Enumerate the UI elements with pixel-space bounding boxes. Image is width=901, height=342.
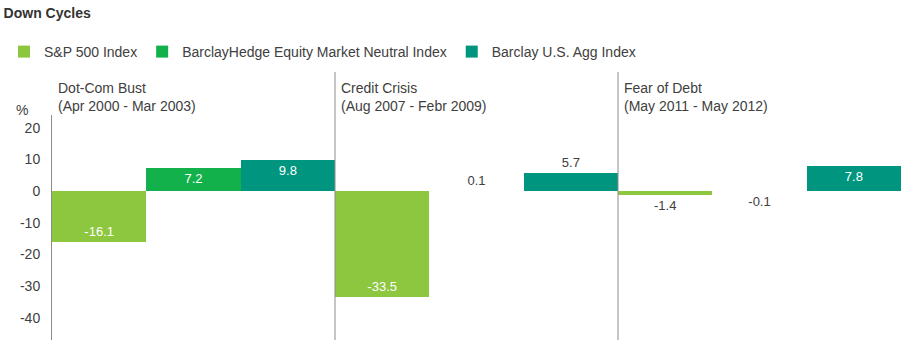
svg-text:Fear of Debt(May 2011 - May 20: Fear of Debt(May 2011 - May 2012) xyxy=(624,80,768,114)
svg-text:Dot-Com Bust(Apr 2000 - Mar 20: Dot-Com Bust(Apr 2000 - Mar 2003) xyxy=(58,80,196,114)
svg-text:-40: -40 xyxy=(20,310,40,326)
svg-text:Credit Crisis(Aug 2007 - Febr: Credit Crisis(Aug 2007 - Febr 2009) xyxy=(341,80,487,114)
svg-text:-16.1: -16.1 xyxy=(84,224,114,239)
svg-text:0.1: 0.1 xyxy=(467,173,485,188)
svg-text:0: 0 xyxy=(32,183,40,199)
svg-text:S&P 500 Index: S&P 500 Index xyxy=(44,44,137,60)
svg-text:Barclay U.S. Agg Index: Barclay U.S. Agg Index xyxy=(492,44,636,60)
svg-text:7.8: 7.8 xyxy=(845,169,863,184)
svg-text:%: % xyxy=(16,102,28,118)
svg-text:10: 10 xyxy=(25,151,41,167)
svg-text:-0.1: -0.1 xyxy=(748,194,770,209)
svg-text:-1.4: -1.4 xyxy=(654,198,676,213)
svg-text:-20: -20 xyxy=(20,246,40,262)
svg-text:BarclayHedge Equity Market Neu: BarclayHedge Equity Market Neutral Index xyxy=(182,44,447,60)
svg-text:20: 20 xyxy=(25,120,41,136)
svg-text:9.8: 9.8 xyxy=(279,163,297,178)
svg-text:-33.5: -33.5 xyxy=(367,279,397,294)
svg-text:7.2: 7.2 xyxy=(184,171,202,186)
svg-text:-30: -30 xyxy=(20,278,40,294)
svg-text:-10: -10 xyxy=(20,215,40,231)
svg-text:Down Cycles: Down Cycles xyxy=(4,5,91,21)
svg-text:5.7: 5.7 xyxy=(562,155,580,170)
